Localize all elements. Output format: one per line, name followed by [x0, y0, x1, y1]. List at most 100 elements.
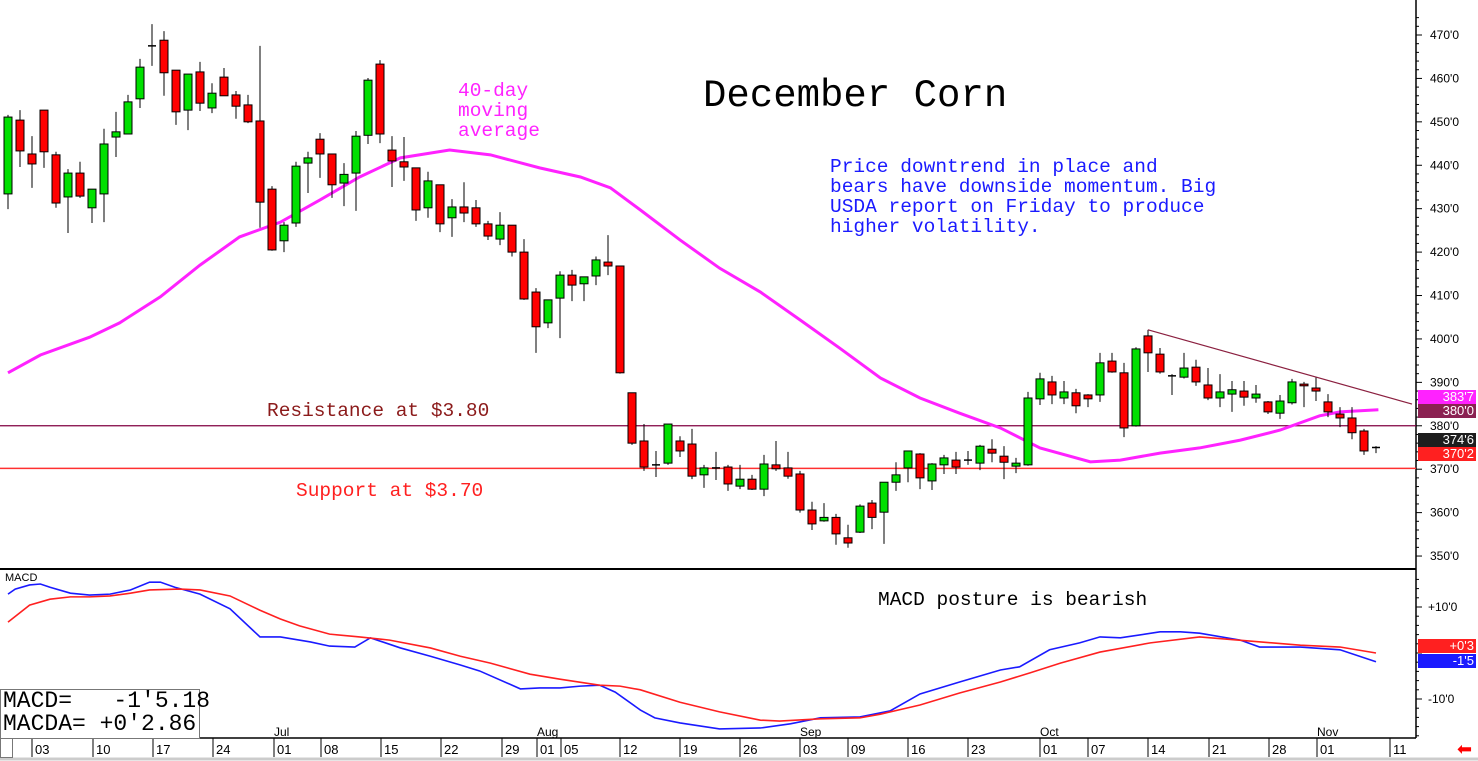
- resistance-annotation: Resistance at $3.80: [267, 400, 490, 422]
- candle-body: [1071, 392, 1081, 407]
- y-tick-label: 400'0: [1430, 332, 1459, 346]
- candle: [712, 451, 720, 481]
- candle: [807, 501, 817, 530]
- candle: [1131, 347, 1141, 427]
- candle-body: [423, 180, 433, 209]
- outlook-line: bears have downside momentum. Big: [830, 176, 1217, 198]
- candle-body: [771, 464, 781, 470]
- candle-body: [1035, 378, 1045, 400]
- ma-annotation-line: moving: [458, 100, 529, 122]
- candle: [159, 31, 169, 96]
- candle: [1203, 368, 1213, 401]
- candle: [411, 167, 421, 221]
- candle: [639, 424, 649, 471]
- candle-body: [927, 463, 937, 482]
- candle: [1251, 384, 1261, 403]
- candle-body: [831, 516, 841, 535]
- candle: [99, 128, 109, 223]
- candle: [567, 269, 577, 302]
- candle: [27, 136, 37, 188]
- candle-body: [879, 481, 889, 513]
- x-tick-label: 08: [324, 742, 338, 757]
- candle-body: [687, 443, 697, 477]
- x-tick-label: 28: [1272, 742, 1286, 757]
- candle-body: [939, 457, 949, 466]
- candle-body: [159, 39, 169, 74]
- candle: [723, 464, 733, 491]
- candle-body: [1287, 381, 1297, 404]
- month-label: Sep: [800, 725, 822, 739]
- candle-body: [447, 206, 457, 219]
- candle-body: [951, 459, 961, 468]
- candle-body: [903, 450, 913, 469]
- candle: [819, 503, 829, 522]
- candle: [1275, 394, 1285, 419]
- macd-panel-label: MACD: [5, 572, 38, 584]
- support-annotation: Support at $3.70: [296, 480, 484, 502]
- ma-annotation-line: 40-day: [458, 80, 529, 102]
- candle: [1011, 457, 1021, 474]
- candle: [1335, 407, 1345, 428]
- candle: [675, 436, 685, 458]
- candle-body: [915, 453, 925, 479]
- candle: [375, 60, 385, 144]
- candle: [855, 504, 865, 534]
- candle: [1191, 359, 1201, 386]
- outlook-annotation: Price downtrend in place and bears have d…: [830, 157, 1216, 237]
- candle-body: [843, 537, 853, 544]
- candle: [652, 450, 660, 478]
- macd-signal-line: [7, 588, 1377, 722]
- candle: [1372, 446, 1380, 454]
- candle-body: [99, 143, 109, 195]
- candle-body: [411, 167, 421, 211]
- x-tick-label: 01: [540, 742, 554, 757]
- candle-body: [975, 445, 985, 464]
- candle: [1071, 388, 1081, 414]
- x-tick-label: 12: [623, 742, 637, 757]
- candle: [627, 392, 637, 445]
- candle-body: [15, 119, 25, 152]
- candle-body: [63, 172, 73, 198]
- x-tick-label: 17: [156, 742, 170, 757]
- candle: [483, 220, 493, 240]
- scroll-left-arrow-icon[interactable]: ⬅: [1457, 739, 1473, 759]
- candle: [267, 186, 277, 251]
- y-tick-label: 380'0: [1430, 419, 1459, 433]
- y-tick-label: 470'0: [1430, 28, 1459, 42]
- candle: [1035, 372, 1045, 405]
- month-label: Oct: [1040, 725, 1059, 739]
- macd-y-tick-label: +10'0: [1428, 600, 1458, 614]
- candle-body: [1179, 367, 1189, 378]
- candle: [1323, 394, 1333, 418]
- candle-body: [75, 172, 85, 197]
- candle: [63, 169, 73, 233]
- candle-body: [615, 265, 625, 374]
- candle: [771, 440, 781, 471]
- candle-body: [351, 135, 361, 174]
- candle: [964, 450, 972, 465]
- candle: [783, 451, 793, 479]
- candle: [243, 94, 253, 124]
- candle: [291, 161, 301, 227]
- y-tick-label: 410'0: [1430, 289, 1459, 303]
- candle: [327, 153, 337, 198]
- candle: [87, 188, 97, 224]
- candle-body: [207, 92, 217, 109]
- candle-body: [1323, 401, 1333, 413]
- candle-body: [1023, 397, 1033, 466]
- x-tick-label: 26: [743, 742, 757, 757]
- candle: [903, 450, 913, 483]
- x-tick-label: 21: [1212, 742, 1226, 757]
- candle: [687, 428, 697, 480]
- candle: [219, 67, 229, 97]
- candle-body: [303, 157, 313, 164]
- candle-body: [543, 299, 553, 324]
- month-label: Aug: [537, 725, 558, 739]
- candle: [351, 130, 361, 211]
- candle-body: [327, 153, 337, 186]
- x-tick-label: 07: [1091, 742, 1105, 757]
- candle-body: [867, 502, 877, 518]
- candle-body: [135, 66, 145, 100]
- candle: [471, 199, 481, 227]
- ma-annotation: 40-day moving average: [458, 81, 540, 141]
